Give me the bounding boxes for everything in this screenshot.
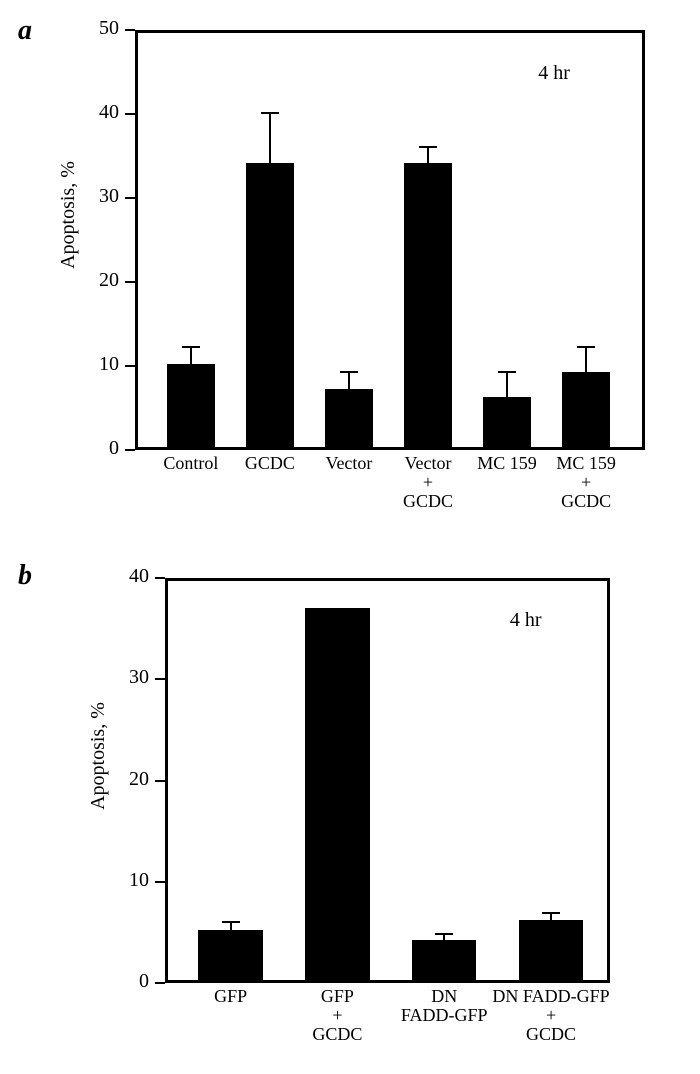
bar	[519, 920, 584, 980]
error-bar-stem	[427, 147, 429, 164]
error-bar-cap	[435, 933, 453, 935]
bar	[198, 930, 263, 980]
y-tick-label: 10	[107, 869, 149, 892]
chart-plot-area	[165, 578, 610, 983]
bar	[325, 389, 373, 447]
y-tick-label: 30	[77, 185, 119, 208]
time-annotation: 4 hr	[538, 62, 570, 85]
y-tick-label: 30	[107, 666, 149, 689]
panel-label: a	[18, 15, 32, 47]
error-bar-cap	[498, 371, 516, 373]
error-bar-stem	[230, 922, 232, 930]
bar	[404, 163, 452, 447]
error-bar-stem	[550, 913, 552, 920]
y-tick-label: 50	[77, 17, 119, 40]
axis-spine	[165, 578, 168, 983]
x-category-label: DN FADD-GFP + GCDC	[485, 987, 618, 1044]
y-tick-label: 0	[77, 437, 119, 460]
y-tick	[125, 281, 135, 283]
error-bar-stem	[348, 372, 350, 389]
axis-spine	[165, 578, 610, 581]
y-tick	[155, 982, 165, 984]
axis-spine	[607, 578, 610, 983]
error-bar-cap	[419, 146, 437, 148]
error-bar-cap	[182, 346, 200, 348]
error-bar-cap	[340, 371, 358, 373]
bar	[305, 608, 370, 980]
axis-spine	[135, 30, 645, 33]
y-tick-label: 10	[77, 353, 119, 376]
axis-spine	[135, 30, 138, 450]
bar	[246, 163, 294, 447]
panel-label: b	[18, 560, 32, 592]
y-tick	[155, 577, 165, 579]
error-bar-stem	[585, 347, 587, 372]
error-bar-cap	[577, 346, 595, 348]
bar	[562, 372, 610, 447]
error-bar-cap	[542, 912, 560, 914]
y-axis-title: Apoptosis, %	[87, 666, 110, 846]
y-tick	[155, 881, 165, 883]
error-bar-stem	[190, 347, 192, 364]
y-tick-label: 40	[107, 565, 149, 588]
figure-page: a01020304050Apoptosis, %4 hrControlGCDCV…	[0, 0, 700, 1074]
time-annotation: 4 hr	[510, 609, 542, 632]
bar	[167, 364, 215, 447]
error-bar-stem	[269, 113, 271, 163]
error-bar-cap	[222, 921, 240, 923]
chart-plot-area	[135, 30, 645, 450]
x-category-label: MC 159 + GCDC	[534, 454, 639, 511]
y-tick	[125, 449, 135, 451]
y-tick-label: 40	[77, 101, 119, 124]
axis-spine	[135, 447, 645, 450]
bar	[412, 940, 477, 980]
y-tick-label: 20	[107, 768, 149, 791]
y-tick-label: 0	[107, 970, 149, 993]
error-bar-stem	[506, 372, 508, 397]
y-tick	[125, 29, 135, 31]
y-tick-label: 20	[77, 269, 119, 292]
axis-spine	[165, 980, 610, 983]
y-tick	[155, 780, 165, 782]
axis-spine	[642, 30, 645, 450]
y-axis-title: Apoptosis, %	[57, 125, 80, 305]
bar	[483, 397, 531, 447]
y-tick	[125, 365, 135, 367]
y-tick	[155, 678, 165, 680]
y-tick	[125, 113, 135, 115]
y-tick	[125, 197, 135, 199]
error-bar-cap	[261, 112, 279, 114]
